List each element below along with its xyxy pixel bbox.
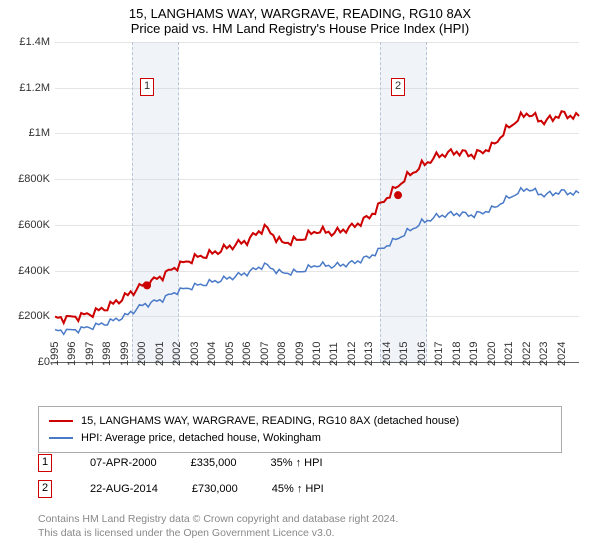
transaction-box-1: 2 [38, 480, 52, 498]
transaction-row-1: 2 22-AUG-2014 £730,000 45% ↑ HPI [38, 480, 562, 498]
footer-line-1: Contains HM Land Registry data © Crown c… [38, 513, 398, 525]
legend-swatch-0 [49, 420, 73, 422]
transaction-date-1: 22-AUG-2014 [90, 483, 158, 495]
footer-line-2: This data is licensed under the Open Gov… [38, 527, 335, 539]
legend-swatch-1 [49, 437, 73, 439]
transaction-price-1: £730,000 [192, 483, 238, 495]
transaction-pct-1: 45% ↑ HPI [272, 483, 324, 495]
legend-item-1: HPI: Average price, detached house, Woki… [49, 430, 551, 447]
chart-container: 15, LANGHAMS WAY, WARGRAVE, READING, RG1… [0, 0, 600, 560]
transaction-row-0: 1 07-APR-2000 £335,000 35% ↑ HPI [38, 454, 562, 472]
legend-label-1: HPI: Average price, detached house, Woki… [81, 430, 321, 447]
transaction-price-0: £335,000 [191, 457, 237, 469]
transaction-date-0: 07-APR-2000 [90, 457, 157, 469]
line-series [55, 42, 579, 362]
transaction-pct-0: 35% ↑ HPI [271, 457, 323, 469]
legend-item-0: 15, LANGHAMS WAY, WARGRAVE, READING, RG1… [49, 413, 551, 430]
chart-title-main: 15, LANGHAMS WAY, WARGRAVE, READING, RG1… [0, 0, 600, 21]
transaction-box-0: 1 [38, 454, 52, 472]
chart-title-sub: Price paid vs. HM Land Registry's House … [0, 21, 600, 40]
legend: 15, LANGHAMS WAY, WARGRAVE, READING, RG1… [38, 406, 562, 453]
legend-label-0: 15, LANGHAMS WAY, WARGRAVE, READING, RG1… [81, 413, 459, 430]
footer-text: Contains HM Land Registry data © Crown c… [38, 512, 562, 540]
